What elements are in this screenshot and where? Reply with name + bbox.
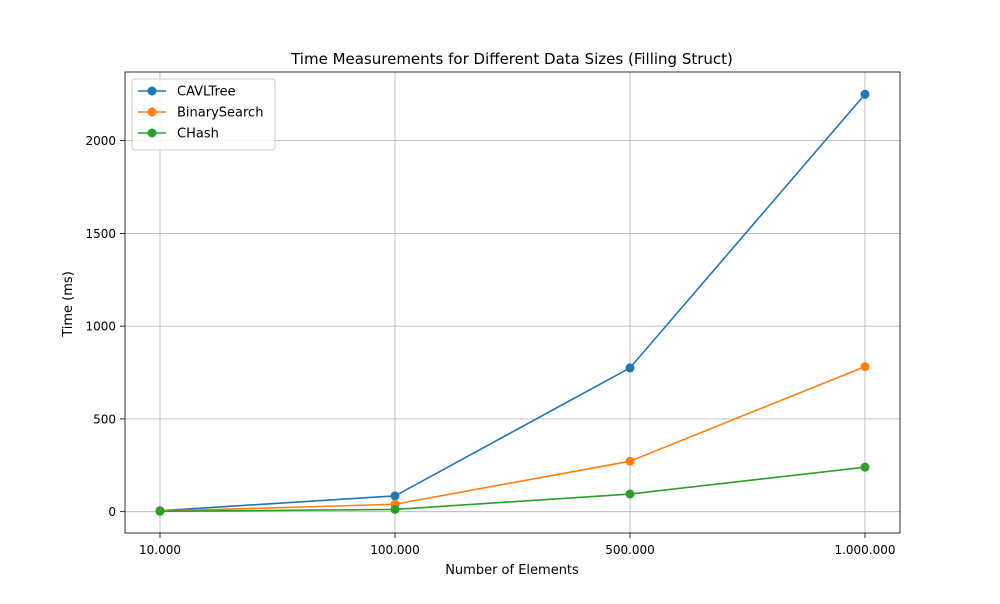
chart-title: Time Measurements for Different Data Siz… — [290, 50, 733, 68]
data-point-cavltree — [625, 363, 635, 373]
legend-label: CHash — [177, 127, 219, 142]
data-point-cavltree — [390, 491, 400, 501]
x-ticks: 10.000 100.000 500.000 1.000.000 — [139, 533, 896, 557]
y-tick-label: 500 — [93, 412, 116, 426]
data-point-chash — [860, 462, 870, 472]
data-point-cavltree — [860, 89, 870, 99]
axes — [124, 71, 901, 534]
data-point-binarysearch — [860, 362, 870, 372]
x-axis-label: Number of Elements — [445, 563, 579, 578]
legend-item-binarysearch: BinarySearch — [138, 106, 263, 121]
series-binarysearch — [155, 362, 870, 516]
data-point-chash — [390, 504, 400, 514]
legend-marker — [147, 86, 157, 96]
series-chash — [155, 462, 870, 516]
legend-marker — [147, 128, 157, 138]
y-axis-label: Time (ms) — [61, 271, 76, 338]
series-layer — [155, 89, 870, 516]
legend-item-cavltree: CAVLTree — [138, 85, 236, 100]
legend-marker — [147, 107, 157, 117]
legend-item-chash: CHash — [138, 127, 219, 142]
y-tick-label: 2000 — [85, 134, 116, 148]
x-tick-label: 1.000.000 — [834, 543, 895, 557]
grid — [125, 72, 900, 533]
legend-label: CAVLTree — [177, 85, 236, 100]
x-tick-label: 10.000 — [139, 543, 181, 557]
x-tick-label: 100.000 — [370, 543, 420, 557]
plot-frame — [124, 71, 901, 534]
y-tick-label: 1000 — [85, 320, 116, 334]
series-line-cavltree — [159, 93, 866, 512]
y-tick-label: 1500 — [85, 227, 116, 241]
legend: CAVLTree BinarySearch CHash — [131, 78, 276, 151]
legend-label: BinarySearch — [177, 106, 263, 121]
x-tick-label: 500.000 — [605, 543, 655, 557]
series-cavltree — [155, 89, 870, 516]
data-point-chash — [625, 489, 635, 499]
series-line-binarysearch — [159, 365, 866, 512]
y-ticks: 0 500 1000 1500 2000 — [85, 134, 125, 519]
legend-box — [131, 78, 276, 151]
y-tick-label: 0 — [108, 505, 116, 519]
data-point-chash — [155, 506, 165, 516]
series-line-chash — [159, 466, 866, 513]
data-point-binarysearch — [625, 456, 635, 466]
